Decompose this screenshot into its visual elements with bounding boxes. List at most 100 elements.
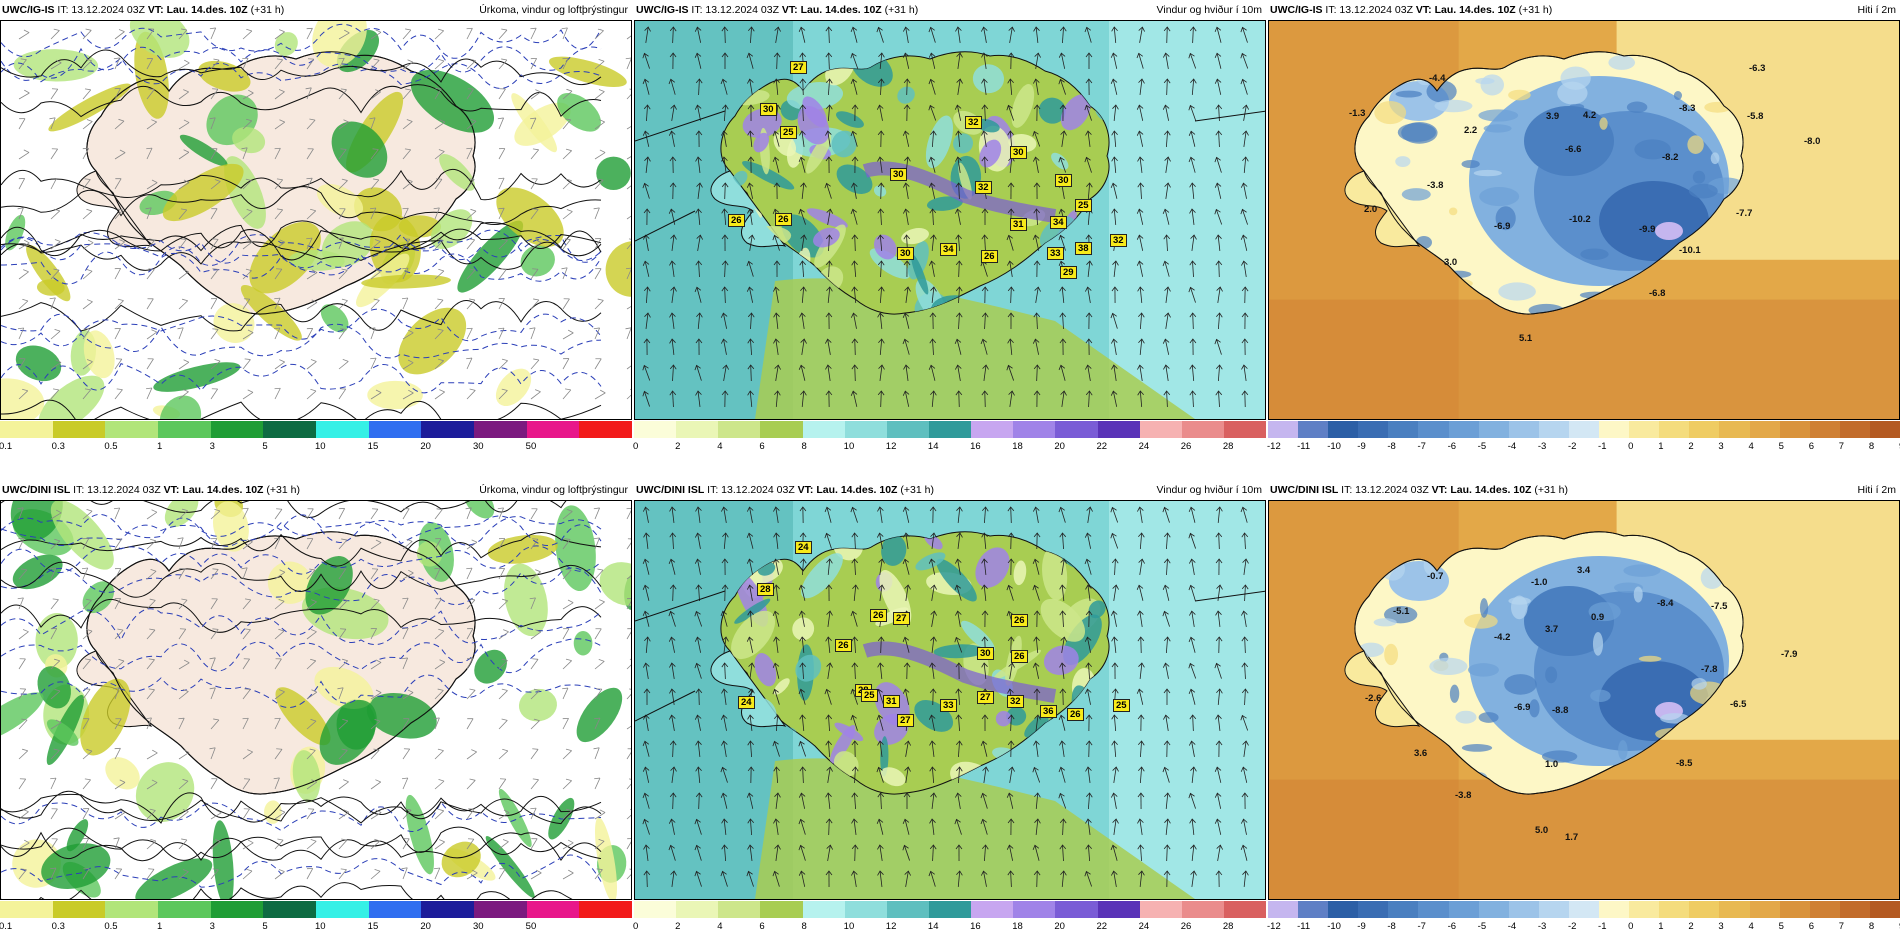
colorbar-ticks: 0.1 0.3 0.5 1 3 5 10 15 20 30 50	[0, 438, 632, 455]
colorbar-tick-label: 1	[1658, 441, 1664, 452]
precip-colorbar: 0.1 0.3 0.5 1 3 5 10 15 20 30 50	[0, 901, 633, 935]
colorbar-swatch	[1508, 421, 1539, 438]
colorbar-tick-label: -6	[1447, 921, 1457, 932]
init-time: IT: 13.12.2024 03Z	[691, 4, 779, 16]
colorbar-tick-label: -1	[1598, 921, 1607, 932]
precip-map	[0, 500, 632, 900]
colorbar-swatch	[718, 421, 761, 438]
colorbar-swatch	[1298, 421, 1329, 438]
temp-label: 3.4	[1577, 565, 1591, 576]
colorbar-tick-label: 0.3	[51, 441, 65, 452]
precip-panel-dini: UWC/DINI ISL IT: 13.12.2024 03Z VT: Lau.…	[0, 480, 633, 935]
gust-label: 30	[897, 247, 914, 260]
model-name: UWC/DINI ISL	[1270, 484, 1339, 496]
gust-label: 27	[790, 61, 807, 74]
gust-label: 24	[738, 696, 755, 709]
colorbar-tick-label: 4	[1748, 921, 1754, 932]
gust-label: 27	[893, 612, 910, 625]
gust-label: 26	[1067, 708, 1084, 721]
colorbar-tick-label: 4	[1748, 441, 1754, 452]
colorbar-swatch	[1538, 901, 1569, 918]
temp-panel-igis: UWC/IG-IS IT: 13.12.2024 03Z VT: Lau. 14…	[1267, 0, 1900, 455]
precip-colorbar: 0.1 0.3 0.5 1 3 5 10 15 20 30 50	[0, 421, 633, 455]
colorbar-swatch	[676, 901, 719, 918]
colorbar-swatch	[1839, 421, 1870, 438]
colorbar-swatch	[579, 421, 633, 438]
colorbar-tick-label: -3	[1537, 921, 1547, 932]
colorbar-swatch	[1139, 901, 1182, 918]
temp-label: 3.9	[1546, 111, 1560, 122]
colorbar-swatch	[368, 421, 422, 438]
temp-label: -10.2	[1569, 214, 1591, 225]
temp-label: 2.0	[1364, 204, 1378, 215]
colorbar-tick-label: 7	[1838, 921, 1845, 932]
temp-label: -8.4	[1657, 598, 1674, 609]
colorbar-swatch	[52, 901, 106, 918]
gust-label: 32	[975, 181, 992, 194]
panel-header: UWC/IG-IS IT: 13.12.2024 03Z VT: Lau. 14…	[0, 0, 632, 20]
wind-panel-dini: UWC/DINI ISL IT: 13.12.2024 03Z VT: Lau.…	[633, 480, 1267, 935]
lead-time: (+31 h)	[900, 484, 934, 496]
colorbar-tick-label: 5	[262, 441, 268, 452]
colorbar-swatch	[1689, 901, 1720, 918]
temp-panel-dini: UWC/DINI ISL IT: 13.12.2024 03Z VT: Lau.…	[1267, 480, 1900, 935]
colorbar-swatch	[368, 901, 422, 918]
colorbar-swatch	[316, 421, 369, 438]
colorbar-swatch	[105, 901, 159, 918]
colorbar-swatch	[1055, 421, 1098, 438]
gust-label: 30	[760, 103, 777, 116]
colorbar-tick-label: 8	[801, 921, 807, 932]
colorbar-tick-label: -4	[1507, 921, 1517, 932]
temp-label: -5.8	[1747, 111, 1764, 122]
colorbar-tick-label: 4	[717, 441, 723, 452]
colorbar-tick-label: -12	[1267, 921, 1281, 932]
colorbar-tick-label: 14	[927, 441, 939, 452]
field-title: Hiti í 2m	[1857, 4, 1896, 16]
colorbar-tick-label: 50	[525, 441, 537, 452]
colorbar-swatch	[1719, 901, 1750, 918]
colorbar-swatch	[210, 421, 264, 438]
lead-time: (+31 h)	[1518, 4, 1553, 16]
temp-colorbar: -12-11-10-9-8-7-6-5-4-3-2-10123456789	[1267, 421, 1900, 455]
colorbar-swatch	[1749, 901, 1780, 918]
temp-label: 5.1	[1519, 333, 1533, 344]
temp-label: -4.4	[1429, 73, 1446, 84]
colorbar-tick-label: 10	[315, 441, 326, 452]
colorbar-swatch	[1223, 421, 1267, 438]
colorbar-tick-label: -2	[1567, 921, 1577, 932]
colorbar-tick-label: 3	[1718, 441, 1724, 452]
colorbar-swatch	[1659, 901, 1690, 918]
colorbar-swatch	[579, 901, 633, 918]
gust-label: 30	[1010, 146, 1027, 159]
lead-time: (+31 h)	[266, 484, 300, 496]
temp-label: -8.2	[1662, 152, 1679, 163]
wind-colorbar: 0 2 4 6 8 10 12 14 16 18 20 22 24 26 28	[633, 421, 1267, 455]
colorbar-tick-label: -8	[1387, 921, 1396, 932]
colorbar-tick-label: 3	[1718, 921, 1724, 932]
colorbar-swatch	[52, 421, 106, 438]
colorbar-tick-label: 26	[1180, 921, 1192, 932]
lead-time: (+31 h)	[1534, 484, 1568, 496]
temp-label: -8.0	[1804, 136, 1821, 147]
gust-label: 30	[890, 168, 907, 181]
temp-label: -4.2	[1494, 632, 1511, 643]
colorbar-swatch	[105, 421, 159, 438]
temp-label: -8.3	[1679, 103, 1696, 114]
colorbar-swatch	[1809, 901, 1840, 918]
gust-label: 29	[1060, 266, 1077, 279]
colorbar-tick-label: 2	[675, 921, 681, 932]
colorbar-swatch	[1568, 421, 1600, 438]
colorbar-tick-label: 0.5	[104, 441, 118, 452]
colorbar-swatch	[1508, 901, 1539, 918]
colorbar-tick-label: 0.1	[0, 441, 13, 452]
colorbar-tick-label: 1	[1658, 921, 1664, 932]
colorbar-swatch	[1629, 421, 1660, 438]
colorbar-tick-label: 5	[262, 921, 268, 932]
colorbar-tick-label: -11	[1297, 921, 1311, 932]
gust-label: 32	[1007, 695, 1024, 708]
temp-label: -6.8	[1649, 288, 1666, 299]
wind-map: 27 30 25 32 30 30 32 30 25 26 26 34 31 34 30 26 33 38 32 29	[634, 20, 1266, 420]
model-name: UWC/DINI ISL	[2, 484, 71, 496]
gust-label: 34	[940, 243, 957, 256]
colorbar-swatch	[158, 421, 211, 438]
